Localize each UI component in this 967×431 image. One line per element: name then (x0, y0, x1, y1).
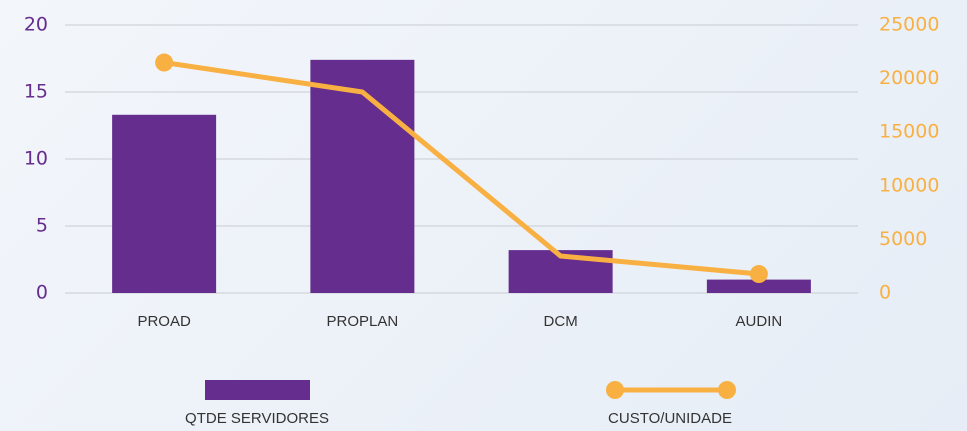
y2-tick-label: 5000 (879, 228, 927, 250)
x-tick-label: AUDIN (736, 313, 783, 330)
y2-tick-label: 20000 (879, 67, 939, 89)
y-tick-label: 20 (24, 14, 48, 36)
legend-label: CUSTO/UNIDADE (608, 410, 732, 427)
y-tick-label: 15 (24, 81, 48, 103)
y-tick-label: 10 (24, 148, 48, 170)
legend-swatch (205, 380, 310, 400)
line-marker (749, 265, 768, 284)
y2-tick-label: 25000 (879, 14, 939, 36)
x-tick-label: PROAD (137, 313, 191, 330)
bar (706, 279, 811, 293)
legend-swatch (718, 381, 736, 399)
y-tick-label: 5 (36, 215, 48, 237)
y2-tick-label: 10000 (879, 174, 939, 196)
line-marker (155, 53, 174, 72)
x-tick-label: PROPLAN (327, 313, 399, 330)
legend-swatch (606, 381, 624, 399)
y2-tick-label: 0 (879, 282, 891, 304)
y-tick-label: 0 (36, 282, 48, 304)
x-tick-label: DCM (544, 313, 578, 330)
y2-tick-label: 15000 (879, 121, 939, 143)
line (163, 60, 760, 277)
bar (112, 114, 217, 293)
bar (310, 59, 415, 294)
legend-label: QTDE SERVIDORES (185, 410, 329, 427)
